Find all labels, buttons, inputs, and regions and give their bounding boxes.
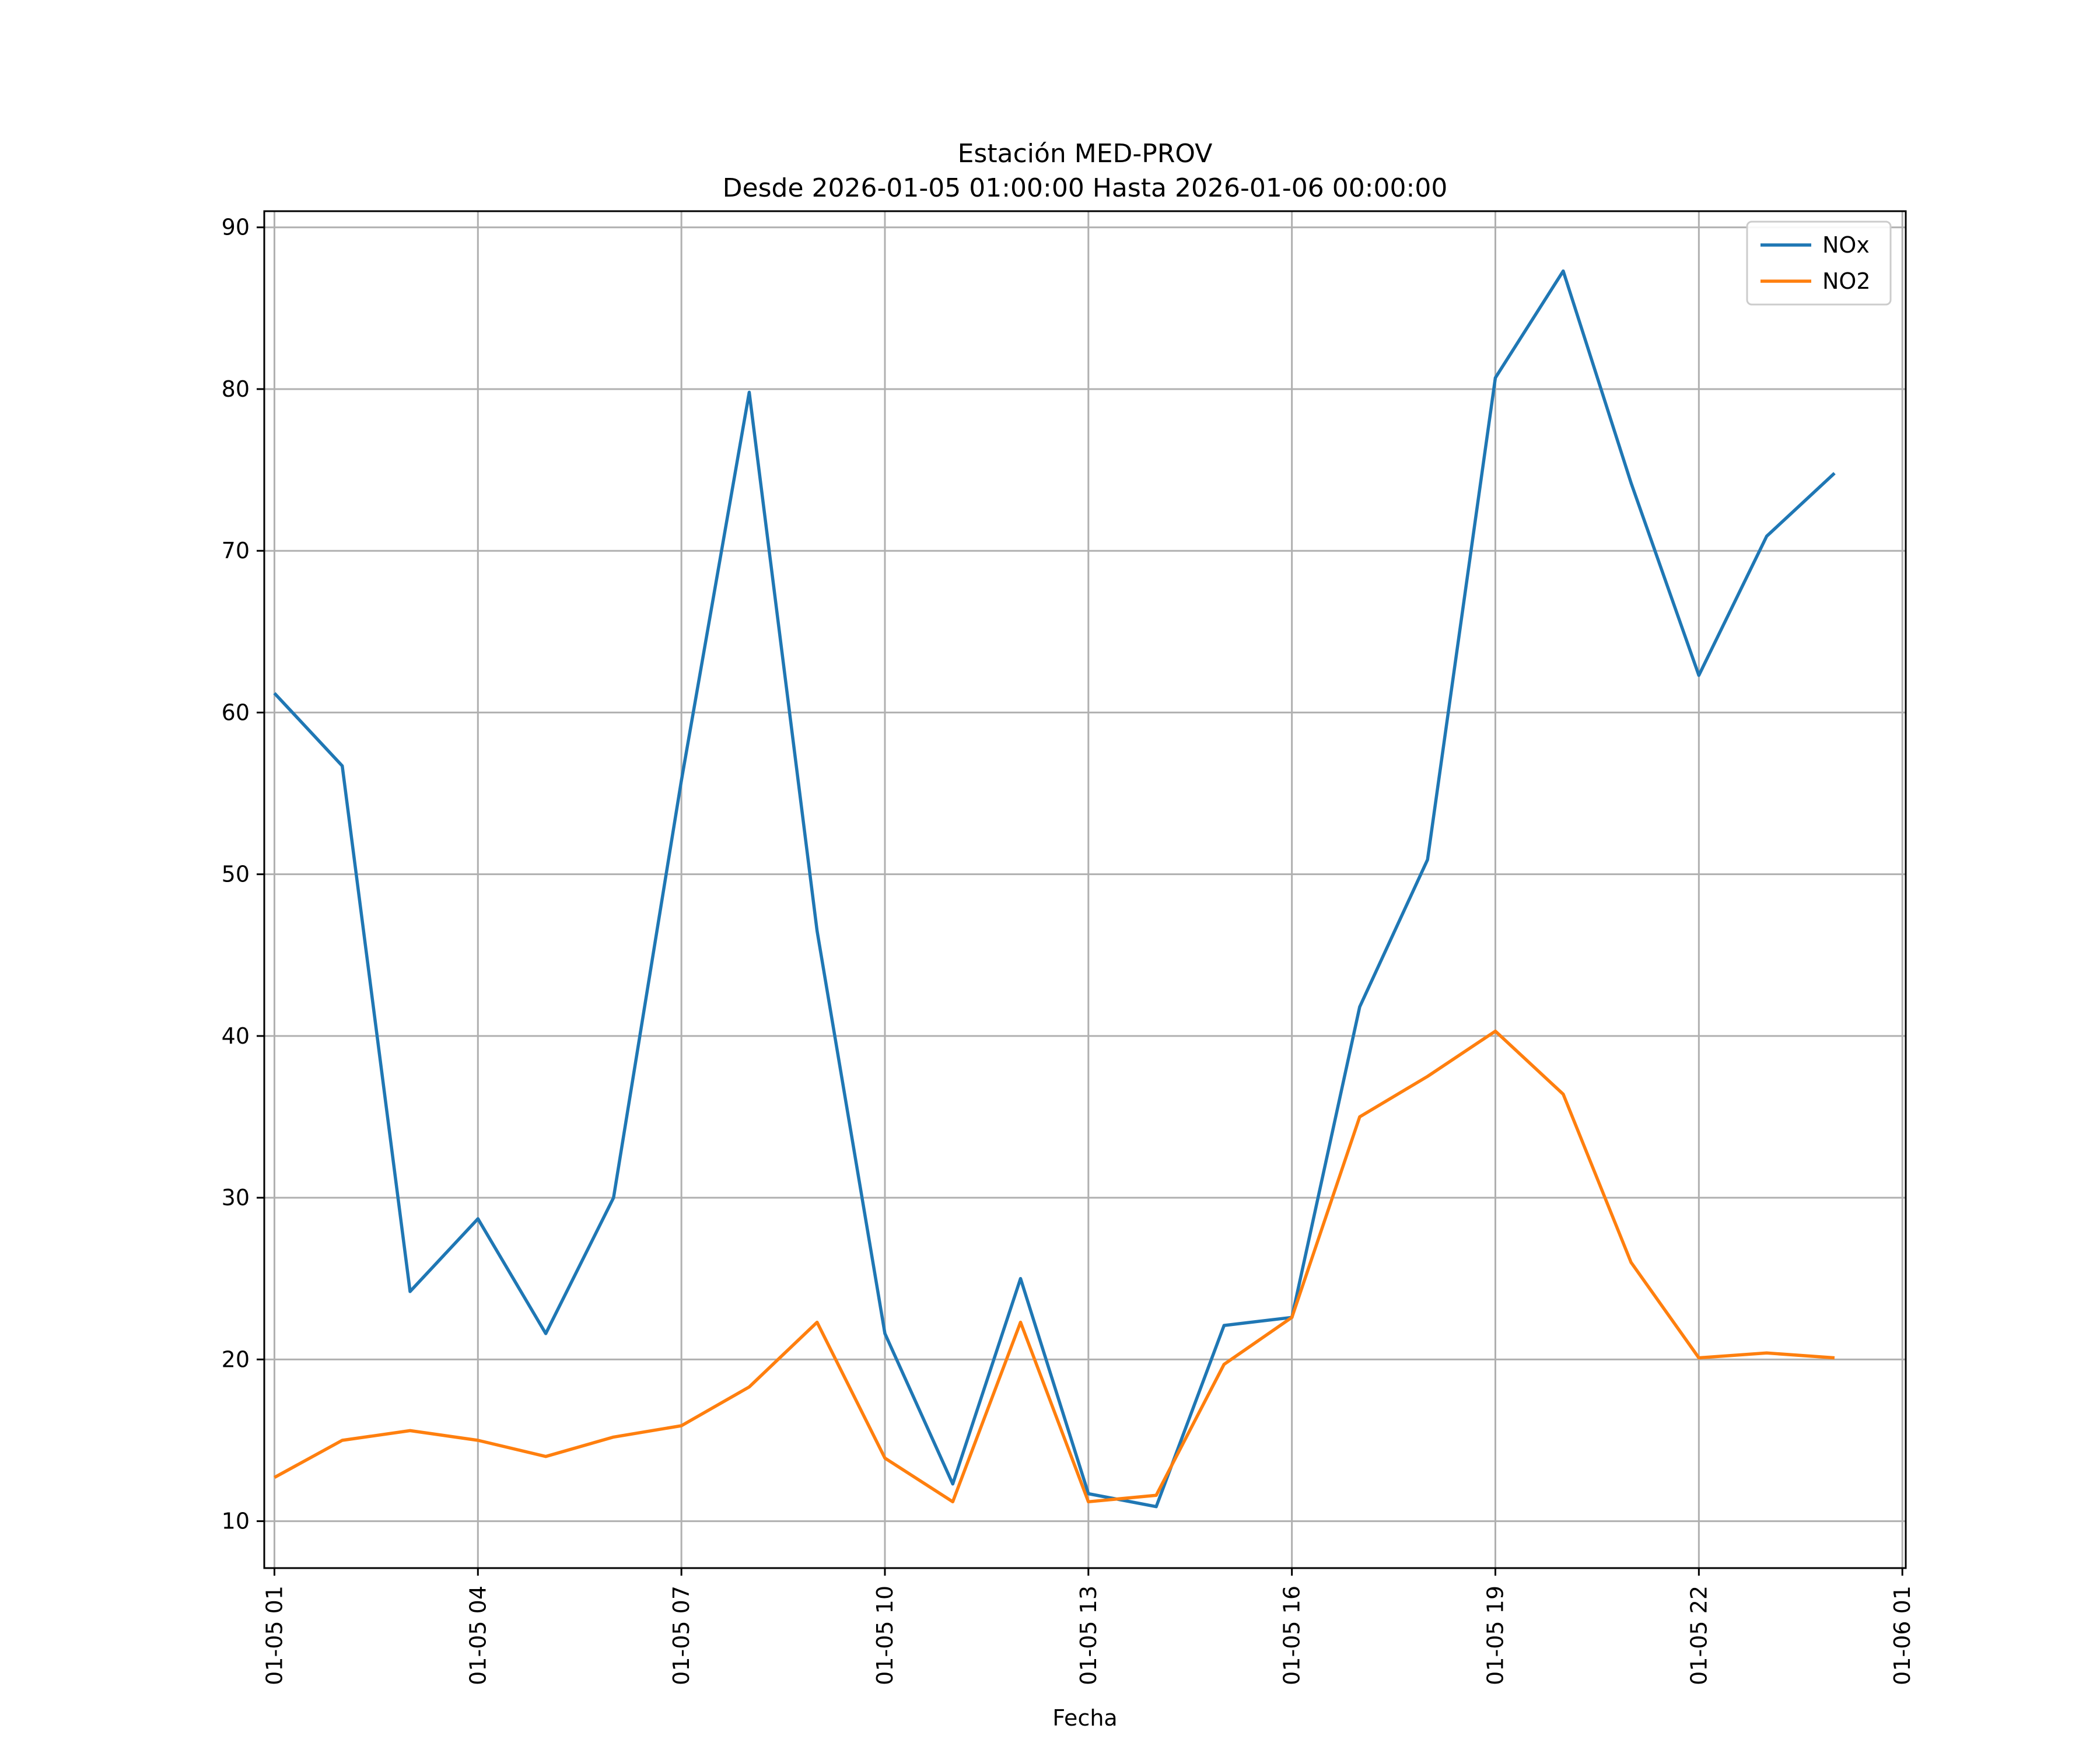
x-tick-label: 01-05 19 bbox=[1483, 1586, 1508, 1685]
y-tick-label: 20 bbox=[222, 1346, 250, 1372]
y-tick-label: 50 bbox=[222, 862, 250, 887]
grid bbox=[264, 211, 1906, 1568]
y-axis: 10 20 30 40 50 60 70 80 90 bbox=[222, 215, 264, 1534]
chart-title: Estación MED-PROV bbox=[958, 139, 1213, 169]
y-tick-label: 30 bbox=[222, 1185, 250, 1210]
x-tick-label: 01-05 10 bbox=[872, 1586, 898, 1685]
y-tick-label: 60 bbox=[222, 699, 250, 725]
x-tick-label: 01-05 01 bbox=[261, 1586, 287, 1685]
x-tick-label: 01-05 16 bbox=[1279, 1586, 1305, 1685]
legend-box bbox=[1746, 221, 1892, 306]
x-tick-label: 01-06 01 bbox=[1889, 1586, 1915, 1685]
x-tick-label: 01-05 04 bbox=[465, 1586, 491, 1685]
x-axis: 01-05 01 01-05 04 01-05 07 01-05 10 01-05 13… bbox=[261, 1568, 1915, 1685]
x-tick-label: 01-05 22 bbox=[1686, 1586, 1712, 1685]
series-line-nox bbox=[273, 269, 1836, 1509]
y-tick-label: 10 bbox=[222, 1509, 250, 1534]
plot-frame bbox=[263, 210, 1907, 1569]
y-tick-label: 40 bbox=[222, 1023, 250, 1049]
series-line-no2 bbox=[274, 1029, 1835, 1504]
legend-label-no2: NO2 bbox=[1822, 268, 1871, 294]
legend: NOx NO2 bbox=[1746, 221, 1892, 306]
y-tick-label: 90 bbox=[222, 215, 250, 240]
x-tick-label: 01-05 13 bbox=[1076, 1586, 1101, 1685]
chart-subtitle: Desde 2026-01-05 01:00:00 Hasta 2026-01-… bbox=[723, 173, 1448, 203]
series-lines bbox=[273, 269, 1836, 1509]
legend-label-nox: NOx bbox=[1822, 232, 1870, 258]
y-tick-label: 70 bbox=[222, 538, 250, 564]
x-axis-label: Fecha bbox=[1052, 1705, 1117, 1731]
x-tick-label: 01-05 07 bbox=[668, 1586, 694, 1685]
y-tick-label: 80 bbox=[222, 376, 250, 402]
